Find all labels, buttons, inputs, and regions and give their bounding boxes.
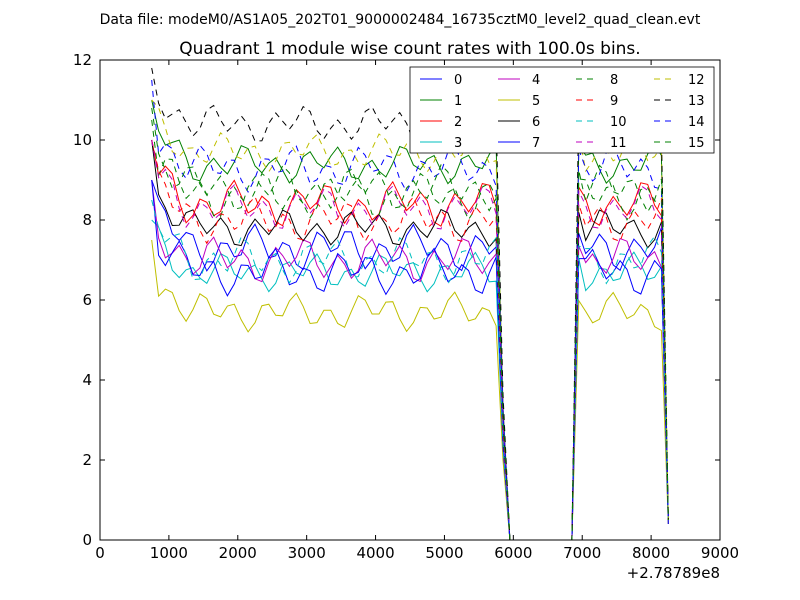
legend-label-13: 13 (688, 94, 705, 109)
series-line-14 (151, 79, 669, 541)
legend-label-11: 11 (610, 136, 627, 151)
x-tick-label: 7000 (563, 544, 601, 562)
legend-label-14: 14 (688, 115, 705, 130)
y-tick-label: 6 (82, 291, 92, 309)
series-line-0 (151, 179, 669, 541)
x-tick-label: 6000 (494, 544, 532, 562)
series-line-3 (151, 219, 669, 541)
x-offset-label: +2.78789e8 (627, 564, 720, 582)
y-tick-label: 4 (82, 371, 92, 389)
series-line-9 (151, 139, 669, 541)
series-line-10 (151, 199, 669, 541)
x-tick-label: 4000 (356, 544, 394, 562)
series-line-15 (151, 107, 669, 541)
series-line-5 (151, 239, 669, 541)
series-line-7 (151, 179, 669, 541)
y-tick-label: 8 (82, 211, 92, 229)
x-tick-label: 8000 (632, 544, 670, 562)
x-tick-label: 5000 (425, 544, 463, 562)
legend-label-4: 4 (532, 73, 540, 88)
legend-label-12: 12 (688, 73, 705, 88)
legend-label-15: 15 (688, 136, 705, 151)
legend-label-1: 1 (454, 94, 462, 109)
legend-label-8: 8 (610, 73, 618, 88)
x-tick-label: 3000 (288, 544, 326, 562)
series-line-6 (151, 139, 669, 541)
series-line-2 (151, 139, 669, 541)
legend-box (409, 66, 715, 154)
x-tick-label: 1000 (150, 544, 188, 562)
legend-label-3: 3 (454, 136, 462, 151)
x-tick-label: 2000 (219, 544, 257, 562)
x-tick-label: 0 (95, 544, 105, 562)
series-line-8 (151, 119, 669, 541)
series-line-11 (151, 139, 669, 541)
legend-label-7: 7 (532, 136, 540, 151)
series-line-4 (151, 179, 669, 541)
legend-label-2: 2 (454, 115, 462, 130)
legend-label-6: 6 (532, 115, 540, 130)
y-tick-label: 10 (73, 131, 92, 149)
legend-label-0: 0 (454, 73, 462, 88)
axis-ticks: 0 1000 2000 3000 4000 5000 6000 7000 8000 9000 0 2 4… (73, 51, 739, 562)
y-tick-label: 12 (73, 51, 92, 69)
legend-label-10: 10 (610, 115, 627, 130)
y-tick-label: 2 (82, 451, 92, 469)
legend-label-5: 5 (532, 94, 540, 109)
chart-title: Quadrant 1 module wise count rates with … (179, 39, 640, 59)
legend-label-9: 9 (610, 94, 618, 109)
x-tick-label: 9000 (701, 544, 739, 562)
y-tick-label: 0 (82, 531, 92, 549)
data-file-label: Data file: modeM0/AS1A05_202T01_90000024… (100, 12, 701, 28)
